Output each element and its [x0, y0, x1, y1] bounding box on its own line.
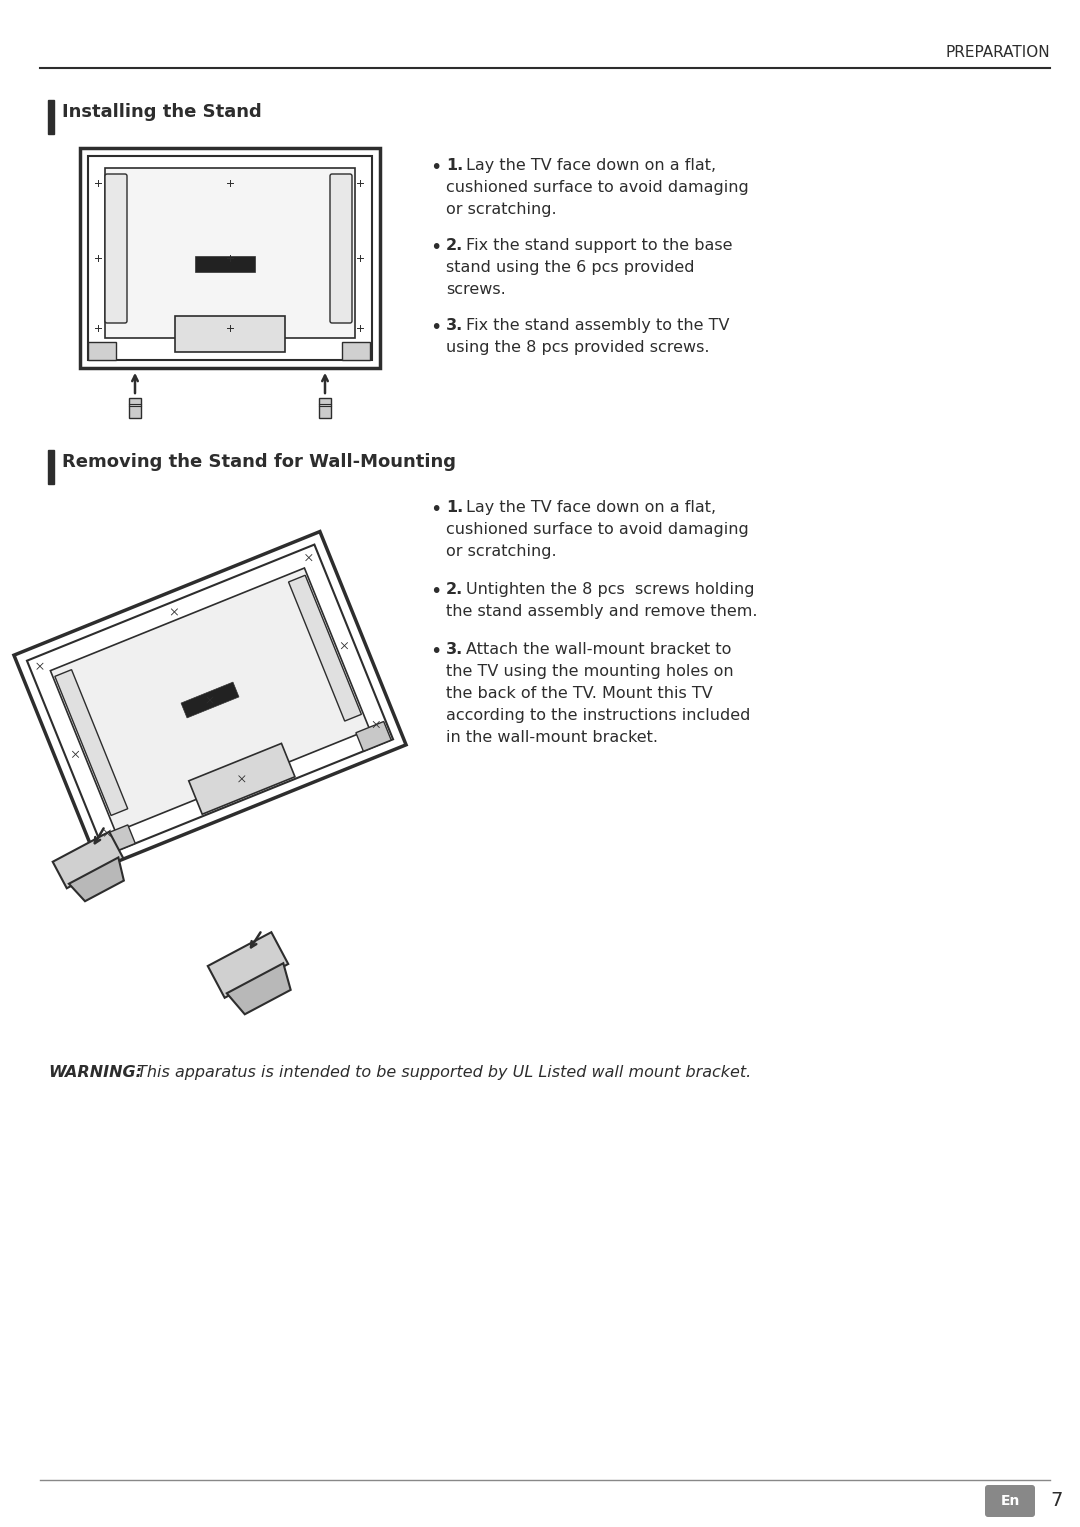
- Text: in the wall-mount bracket.: in the wall-mount bracket.: [446, 730, 658, 745]
- Text: the stand assembly and remove them.: the stand assembly and remove them.: [446, 605, 757, 618]
- Bar: [342, 342, 370, 360]
- Text: stand using the 6 pcs provided: stand using the 6 pcs provided: [446, 260, 694, 275]
- Text: using the 8 pcs provided screws.: using the 8 pcs provided screws.: [446, 341, 710, 354]
- Polygon shape: [100, 825, 135, 855]
- Text: 7: 7: [1050, 1492, 1063, 1510]
- Polygon shape: [356, 721, 391, 751]
- FancyBboxPatch shape: [330, 174, 352, 324]
- Text: Attach the wall-mount bracket to: Attach the wall-mount bracket to: [465, 641, 731, 657]
- Text: 1.: 1.: [446, 157, 463, 173]
- Polygon shape: [181, 683, 239, 718]
- Polygon shape: [14, 531, 406, 869]
- Text: En: En: [1000, 1493, 1020, 1509]
- Text: cushioned surface to avoid damaging: cushioned surface to avoid damaging: [446, 180, 748, 195]
- Text: •: •: [430, 238, 442, 257]
- Polygon shape: [189, 744, 295, 814]
- Text: according to the instructions included: according to the instructions included: [446, 709, 751, 722]
- Bar: [175, 316, 285, 353]
- Text: Lay the TV face down on a flat,: Lay the TV face down on a flat,: [465, 157, 716, 173]
- Text: •: •: [430, 318, 442, 337]
- Text: •: •: [430, 157, 442, 177]
- FancyBboxPatch shape: [985, 1484, 1035, 1516]
- Text: 1.: 1.: [446, 499, 463, 515]
- Text: 3.: 3.: [446, 641, 463, 657]
- Bar: [48, 99, 54, 134]
- Text: the TV using the mounting holes on: the TV using the mounting holes on: [446, 664, 733, 680]
- Text: Installing the Stand: Installing the Stand: [62, 102, 261, 121]
- Text: Untighten the 8 pcs  screws holding: Untighten the 8 pcs screws holding: [465, 582, 755, 597]
- Polygon shape: [69, 858, 124, 901]
- Bar: [105, 168, 355, 337]
- Text: •: •: [430, 582, 442, 602]
- Text: WARNING:: WARNING:: [48, 1064, 141, 1080]
- Polygon shape: [207, 931, 288, 997]
- Polygon shape: [53, 832, 123, 889]
- Bar: [195, 257, 255, 272]
- Bar: [319, 399, 330, 418]
- Text: or scratching.: or scratching.: [446, 544, 556, 559]
- Text: 3.: 3.: [446, 318, 463, 333]
- Text: This apparatus is intended to be supported by UL Listed wall mount bracket.: This apparatus is intended to be support…: [132, 1064, 752, 1080]
- FancyBboxPatch shape: [105, 174, 127, 324]
- Bar: [48, 450, 54, 484]
- Text: the back of the TV. Mount this TV: the back of the TV. Mount this TV: [446, 686, 713, 701]
- Text: Fix the stand assembly to the TV: Fix the stand assembly to the TV: [465, 318, 729, 333]
- Bar: [87, 156, 372, 360]
- Text: 2.: 2.: [446, 582, 463, 597]
- Text: Fix the stand support to the base: Fix the stand support to the base: [465, 238, 732, 253]
- Text: •: •: [430, 499, 442, 519]
- Text: cushioned surface to avoid damaging: cushioned surface to avoid damaging: [446, 522, 748, 538]
- Text: Lay the TV face down on a flat,: Lay the TV face down on a flat,: [465, 499, 716, 515]
- Bar: [80, 148, 380, 368]
- Text: 2.: 2.: [446, 238, 463, 253]
- Polygon shape: [55, 670, 127, 815]
- Text: PREPARATION: PREPARATION: [945, 44, 1050, 60]
- Bar: [87, 342, 116, 360]
- Polygon shape: [288, 576, 362, 721]
- Text: •: •: [430, 641, 442, 661]
- Bar: [129, 399, 141, 418]
- Text: screws.: screws.: [446, 282, 505, 296]
- Text: Removing the Stand for Wall-Mounting: Removing the Stand for Wall-Mounting: [62, 454, 456, 470]
- Text: or scratching.: or scratching.: [446, 202, 556, 217]
- Polygon shape: [227, 964, 291, 1014]
- Polygon shape: [51, 568, 369, 832]
